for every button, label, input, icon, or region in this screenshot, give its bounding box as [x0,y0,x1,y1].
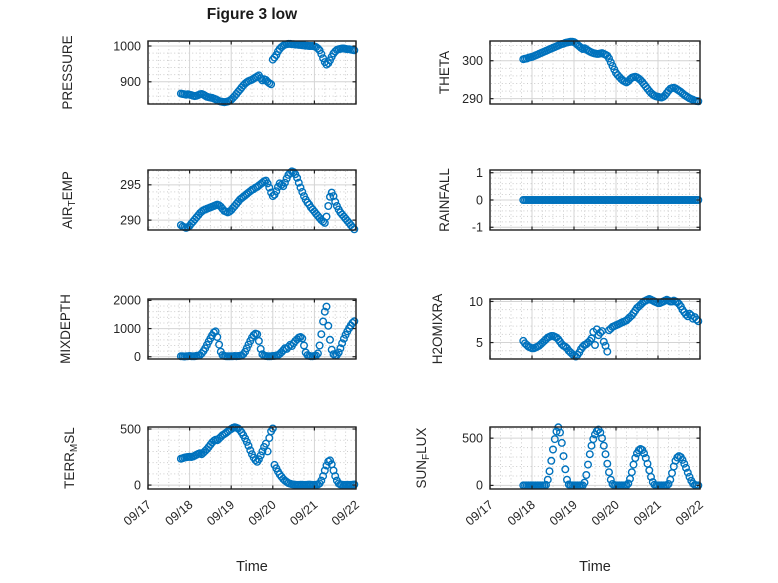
y-tick-label: 290 [462,92,483,106]
y-axis-label: AIRTEMP [60,171,78,229]
x-tick-label: 09/17 [463,498,496,529]
minor-grid [491,428,699,488]
y-tick-label: 0 [476,479,483,493]
x-tick-label: 09/18 [163,498,196,529]
y-tick-label: 0 [134,478,141,492]
y-tick-label: 900 [120,75,141,89]
data-markers [176,302,359,361]
tick-marks [489,299,701,359]
tick-marks [489,427,701,489]
data-markers [519,195,703,204]
x-axis-label: Time [236,559,268,575]
y-axis-label: TERRMSL [62,427,80,489]
y-tick-label: 0 [134,350,141,364]
y-tick-label: 500 [120,422,141,436]
tick-marks [147,427,357,489]
y-tick-label: -1 [472,221,483,235]
x-tick-label: 09/17 [121,498,154,529]
data-markers [519,295,703,361]
subplot-rainfall: -1 0 1 RAINFALL [437,166,703,235]
axes-box [489,426,701,490]
x-tick-label: 09/22 [673,498,706,529]
subplot-air_temp: 290 295 AIRTEMP [60,167,359,234]
y-tick-label: 1 [476,166,483,180]
axes-box [489,298,701,360]
y-tick-label: 0 [476,193,483,207]
y-axis-label: SUNFLUX [414,428,432,489]
y-axis-label: PRESSURE [60,35,75,109]
major-grid [148,41,356,104]
y-tick-label: 295 [120,178,141,192]
subplot-h2omixra: 5 10 H2OMIXRA [430,294,703,365]
data-markers [519,37,703,106]
x-axis-label: Time [579,559,611,575]
tick-marks [147,299,357,359]
subplot-terr_msl: 0 500 TERRMSL 09/17 09/18 09/19 09/20 09/21 09/2… [62,422,362,575]
tick-marks [489,170,701,230]
tick-marks [147,170,357,230]
subplot-theta: 290 300 THETA [437,37,703,106]
y-tick-label: 1000 [113,39,141,53]
axes-box [489,40,701,105]
axes-box [147,426,357,490]
tick-marks [147,41,357,104]
x-tick-label: 09/18 [505,498,538,529]
y-axis-label: H2OMIXRA [430,294,445,365]
x-tick-label: 09/20 [246,498,279,529]
y-tick-label: 290 [120,213,141,227]
x-tick-label: 09/21 [631,498,664,529]
axes-box [147,169,357,231]
x-tick-label: 09/21 [287,498,320,529]
subplot-pressure: 900 1000 PRESSURE [60,35,359,110]
y-tick-label: 10 [469,295,483,309]
y-tick-label: 300 [462,54,483,68]
figure-title: Figure 3 low [206,6,298,23]
y-axis-label: THETA [437,51,452,94]
y-tick-label: 1000 [113,322,141,336]
y-axis-label: RAINFALL [437,168,452,232]
y-tick-label: 500 [462,431,483,445]
subplot-mixdepth: 0 1000 2000 MIXDEPTH [58,294,359,364]
y-tick-label: 2000 [113,294,141,308]
y-axis-label: MIXDEPTH [58,294,73,364]
data-markers [176,423,359,489]
tick-marks [489,41,701,104]
x-tick-label: 09/22 [329,498,362,529]
y-tick-label: 5 [476,336,483,350]
axes-box [147,40,357,105]
subplot-sun_flux: 0 500 SUNFLUX 09/17 09/18 09/19 09/20 09/21 09/2… [414,423,706,575]
x-tick-label: 09/19 [547,498,580,529]
x-tick-label: 09/20 [589,498,622,529]
x-tick-label: 09/19 [204,498,237,529]
